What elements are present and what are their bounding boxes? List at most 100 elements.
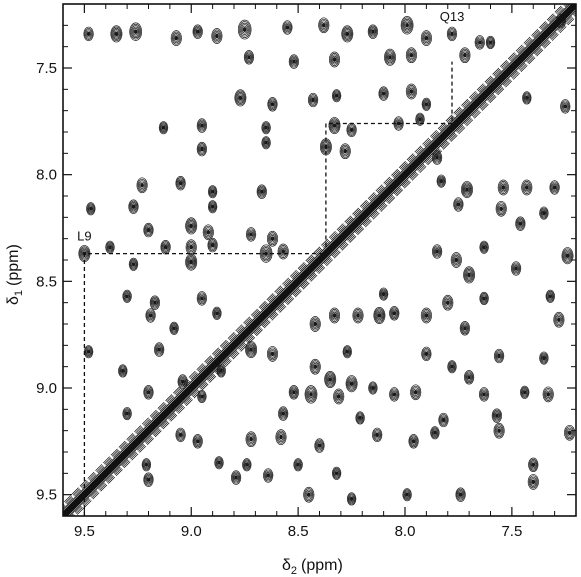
contour-ring — [291, 388, 297, 396]
contour-peak — [455, 487, 466, 502]
contour-ring — [334, 92, 340, 99]
contour-ring — [309, 358, 321, 375]
contour-ring — [561, 247, 574, 265]
contour-peak — [459, 321, 470, 336]
contour-ring — [162, 242, 170, 252]
contour-peak — [491, 408, 502, 423]
contour-ring — [446, 26, 458, 42]
contour-ring — [145, 388, 152, 396]
contour-ring — [497, 179, 509, 196]
contour-ring — [212, 307, 221, 319]
contour-peak — [185, 253, 198, 271]
contour-ring — [563, 104, 568, 109]
contour-ring — [388, 55, 392, 60]
contour-ring — [424, 351, 429, 357]
contour-ring — [316, 442, 323, 450]
contour-ring — [403, 20, 411, 31]
contour-ring — [188, 222, 194, 230]
contour-peak — [149, 295, 160, 310]
contour-ring — [335, 391, 343, 402]
contour-ring — [189, 244, 194, 250]
contour-ring — [402, 488, 412, 502]
contour-peak — [346, 492, 357, 506]
contour-ring — [423, 100, 430, 109]
contour-ring — [404, 21, 410, 29]
contour-ring — [403, 490, 411, 499]
contour-ring — [370, 384, 376, 392]
contour-ring — [421, 31, 431, 45]
contour-ring — [343, 346, 352, 358]
contour-ring — [268, 348, 277, 359]
contour-ring — [449, 30, 455, 38]
contour-ring — [421, 309, 431, 322]
contour-ring — [476, 37, 484, 48]
contour-peak — [309, 316, 321, 332]
contour-ring — [177, 431, 184, 439]
contour-ring — [409, 52, 414, 58]
contour-ring — [543, 387, 553, 401]
contour-ring — [331, 122, 338, 130]
contour-ring — [332, 467, 341, 479]
contour-ring — [313, 321, 318, 327]
contour-ring — [170, 322, 179, 334]
contour-ring — [256, 184, 267, 199]
contour-ring — [424, 313, 429, 318]
contour-ring — [461, 50, 469, 61]
contour-ring — [277, 243, 289, 260]
contour-ring — [450, 364, 454, 369]
contour-ring — [450, 252, 462, 268]
contour-ring — [200, 296, 204, 301]
contour-ring — [123, 290, 132, 302]
contour-ring — [344, 348, 350, 355]
contour-ring — [417, 116, 423, 123]
contour-ring — [106, 241, 114, 253]
contour-ring — [529, 460, 537, 470]
contour-ring — [236, 91, 245, 104]
contour-ring — [130, 23, 142, 40]
contour-ring — [217, 460, 221, 465]
contour-peak — [309, 358, 321, 375]
contour-peak — [237, 19, 252, 40]
contour-ring — [540, 353, 548, 363]
contour-ring — [207, 185, 218, 199]
contour-ring — [542, 356, 546, 361]
contour-peak — [521, 179, 533, 196]
contour-ring — [285, 25, 290, 30]
contour-ring — [270, 351, 275, 357]
contour-ring — [327, 376, 333, 383]
contour-ring — [375, 309, 384, 322]
contour-ring — [278, 407, 288, 420]
contour-ring — [464, 371, 474, 384]
contour-peak — [304, 385, 318, 404]
contour-ring — [452, 254, 460, 266]
contour-ring — [347, 377, 356, 390]
contour-peak — [308, 92, 319, 108]
contour-ring — [200, 123, 204, 128]
contour-ring — [349, 127, 354, 133]
contour-ring — [113, 30, 120, 38]
contour-ring — [308, 390, 314, 399]
contour-peak — [214, 456, 224, 470]
contour-peak — [545, 289, 555, 303]
contour-ring — [561, 100, 570, 113]
contour-ring — [112, 29, 120, 39]
contour-ring — [461, 181, 473, 199]
contour-ring — [110, 25, 123, 43]
contour-ring — [312, 320, 318, 328]
contour-ring — [545, 390, 551, 399]
contour-ring — [331, 120, 338, 131]
contour-ring — [149, 295, 160, 310]
contour-peak — [185, 239, 197, 256]
contour-peak — [430, 426, 440, 440]
contour-ring — [432, 245, 442, 258]
contour-ring — [178, 181, 183, 186]
contour-peak — [447, 360, 457, 374]
contour-ring — [460, 322, 470, 335]
contour-ring — [553, 311, 565, 328]
contour-peak — [282, 20, 293, 35]
contour-ring — [246, 432, 256, 446]
contour-ring — [130, 202, 137, 212]
contour-ring — [513, 265, 519, 272]
contour-ring — [563, 249, 572, 262]
contour-ring — [424, 35, 429, 41]
